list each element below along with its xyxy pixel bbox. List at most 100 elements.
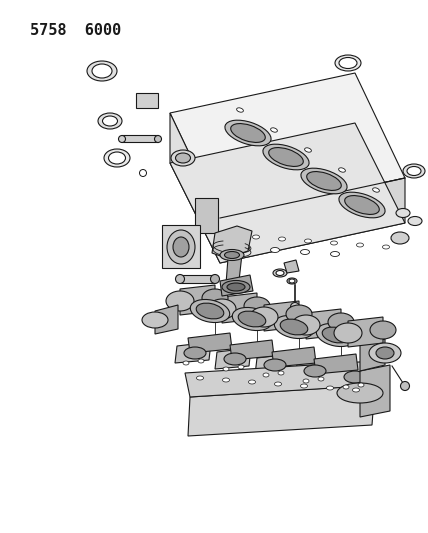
Ellipse shape xyxy=(98,113,122,129)
Ellipse shape xyxy=(391,232,409,244)
Ellipse shape xyxy=(316,324,356,346)
Ellipse shape xyxy=(383,245,389,249)
Ellipse shape xyxy=(345,196,379,214)
Polygon shape xyxy=(195,198,218,233)
Polygon shape xyxy=(220,178,405,263)
Polygon shape xyxy=(215,348,251,369)
Polygon shape xyxy=(348,317,383,347)
Ellipse shape xyxy=(225,120,271,146)
Ellipse shape xyxy=(408,216,422,225)
Ellipse shape xyxy=(301,168,347,194)
Ellipse shape xyxy=(280,319,308,335)
Ellipse shape xyxy=(328,313,354,331)
Ellipse shape xyxy=(167,230,195,264)
Ellipse shape xyxy=(241,246,250,251)
Ellipse shape xyxy=(276,271,284,276)
Ellipse shape xyxy=(357,243,363,247)
Ellipse shape xyxy=(307,172,341,190)
Polygon shape xyxy=(136,93,158,108)
Text: 5758  6000: 5758 6000 xyxy=(30,23,121,38)
Polygon shape xyxy=(162,225,200,268)
Ellipse shape xyxy=(292,315,320,335)
Ellipse shape xyxy=(183,361,189,365)
Ellipse shape xyxy=(263,373,269,377)
Ellipse shape xyxy=(343,385,349,389)
Ellipse shape xyxy=(289,279,295,283)
Ellipse shape xyxy=(287,278,297,284)
Polygon shape xyxy=(306,309,341,339)
Polygon shape xyxy=(170,123,405,263)
Polygon shape xyxy=(335,366,371,387)
Polygon shape xyxy=(226,254,242,284)
Ellipse shape xyxy=(370,321,396,339)
Polygon shape xyxy=(122,135,158,142)
Polygon shape xyxy=(222,293,257,323)
Ellipse shape xyxy=(322,327,350,343)
Ellipse shape xyxy=(318,377,324,381)
Ellipse shape xyxy=(227,283,245,291)
Ellipse shape xyxy=(224,353,246,365)
Ellipse shape xyxy=(225,252,240,259)
Ellipse shape xyxy=(171,150,195,166)
Ellipse shape xyxy=(166,291,194,311)
Polygon shape xyxy=(212,226,252,258)
Polygon shape xyxy=(272,347,316,367)
Ellipse shape xyxy=(300,249,309,254)
Polygon shape xyxy=(170,73,405,218)
Polygon shape xyxy=(255,354,291,375)
Ellipse shape xyxy=(358,383,364,387)
Polygon shape xyxy=(314,354,358,374)
Polygon shape xyxy=(180,285,215,315)
Ellipse shape xyxy=(369,343,401,363)
Ellipse shape xyxy=(403,164,425,178)
Ellipse shape xyxy=(304,365,326,377)
Polygon shape xyxy=(188,385,375,436)
Ellipse shape xyxy=(263,144,309,170)
Ellipse shape xyxy=(274,316,314,338)
Ellipse shape xyxy=(291,303,300,311)
Polygon shape xyxy=(188,333,232,353)
Ellipse shape xyxy=(226,233,234,237)
Ellipse shape xyxy=(330,241,338,245)
Ellipse shape xyxy=(140,169,146,176)
Ellipse shape xyxy=(223,367,229,371)
Ellipse shape xyxy=(353,388,360,392)
Ellipse shape xyxy=(104,149,130,167)
Ellipse shape xyxy=(87,61,117,81)
Ellipse shape xyxy=(401,382,410,391)
Ellipse shape xyxy=(376,347,394,359)
Polygon shape xyxy=(180,275,215,283)
Ellipse shape xyxy=(211,274,220,284)
Ellipse shape xyxy=(119,135,125,142)
Ellipse shape xyxy=(231,124,265,142)
Ellipse shape xyxy=(270,128,277,132)
Ellipse shape xyxy=(270,247,279,253)
Ellipse shape xyxy=(304,239,312,243)
Ellipse shape xyxy=(253,235,259,239)
Ellipse shape xyxy=(286,305,312,323)
Ellipse shape xyxy=(237,108,244,112)
Polygon shape xyxy=(360,339,385,371)
Polygon shape xyxy=(155,305,178,334)
Ellipse shape xyxy=(196,376,203,380)
Ellipse shape xyxy=(173,237,189,257)
Ellipse shape xyxy=(396,208,410,217)
Ellipse shape xyxy=(344,371,366,383)
Ellipse shape xyxy=(184,347,206,359)
Ellipse shape xyxy=(334,323,362,343)
Ellipse shape xyxy=(198,359,204,363)
Polygon shape xyxy=(295,360,331,381)
Ellipse shape xyxy=(155,135,161,142)
Polygon shape xyxy=(185,361,380,397)
Ellipse shape xyxy=(273,269,287,277)
Polygon shape xyxy=(360,365,390,417)
Polygon shape xyxy=(175,342,211,363)
Ellipse shape xyxy=(337,383,383,403)
Ellipse shape xyxy=(407,166,421,175)
Ellipse shape xyxy=(232,308,272,330)
Ellipse shape xyxy=(300,384,307,388)
Ellipse shape xyxy=(142,312,168,328)
Ellipse shape xyxy=(305,148,312,152)
Ellipse shape xyxy=(278,371,284,375)
Ellipse shape xyxy=(330,252,339,256)
